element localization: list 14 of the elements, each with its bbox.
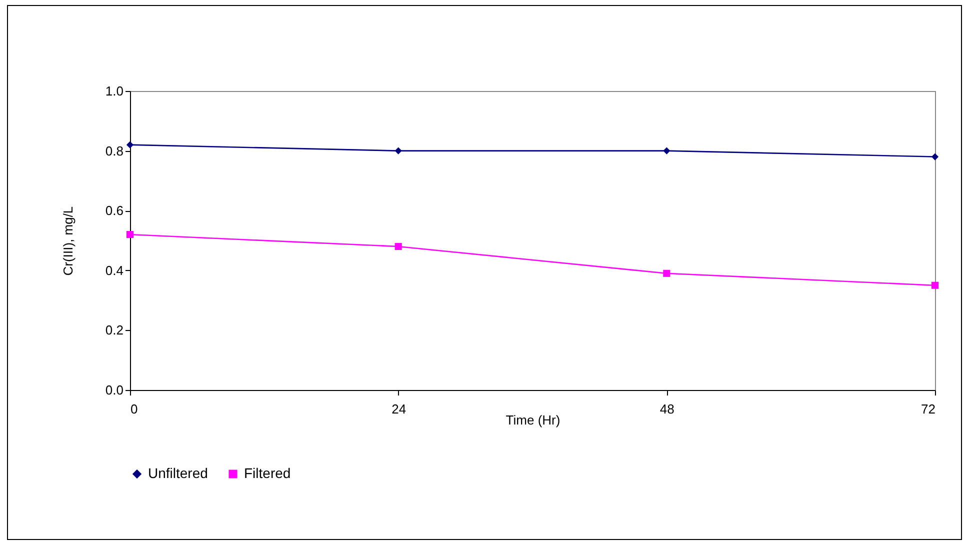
x-tick-label: 48 <box>660 402 674 416</box>
x-tick-label: 72 <box>921 402 936 416</box>
legend-label: Filtered <box>244 465 291 481</box>
y-tick-label: 0.8 <box>105 143 124 158</box>
x-tick-label: 0 <box>130 402 138 416</box>
y-tick-label: 0.6 <box>105 203 124 218</box>
y-tick-label: 0.0 <box>105 382 124 398</box>
y-tick-label: 0.4 <box>105 262 124 278</box>
x-axis-title: Time (Hr) <box>506 412 560 428</box>
y-tick-label: 1.0 <box>105 84 124 98</box>
y-axis-title: Cr(III), mg/L <box>60 206 76 276</box>
y-tick-label: 0.2 <box>105 322 124 338</box>
x-tick-label: 24 <box>392 402 406 416</box>
legend-label: Unfiltered <box>148 465 208 481</box>
